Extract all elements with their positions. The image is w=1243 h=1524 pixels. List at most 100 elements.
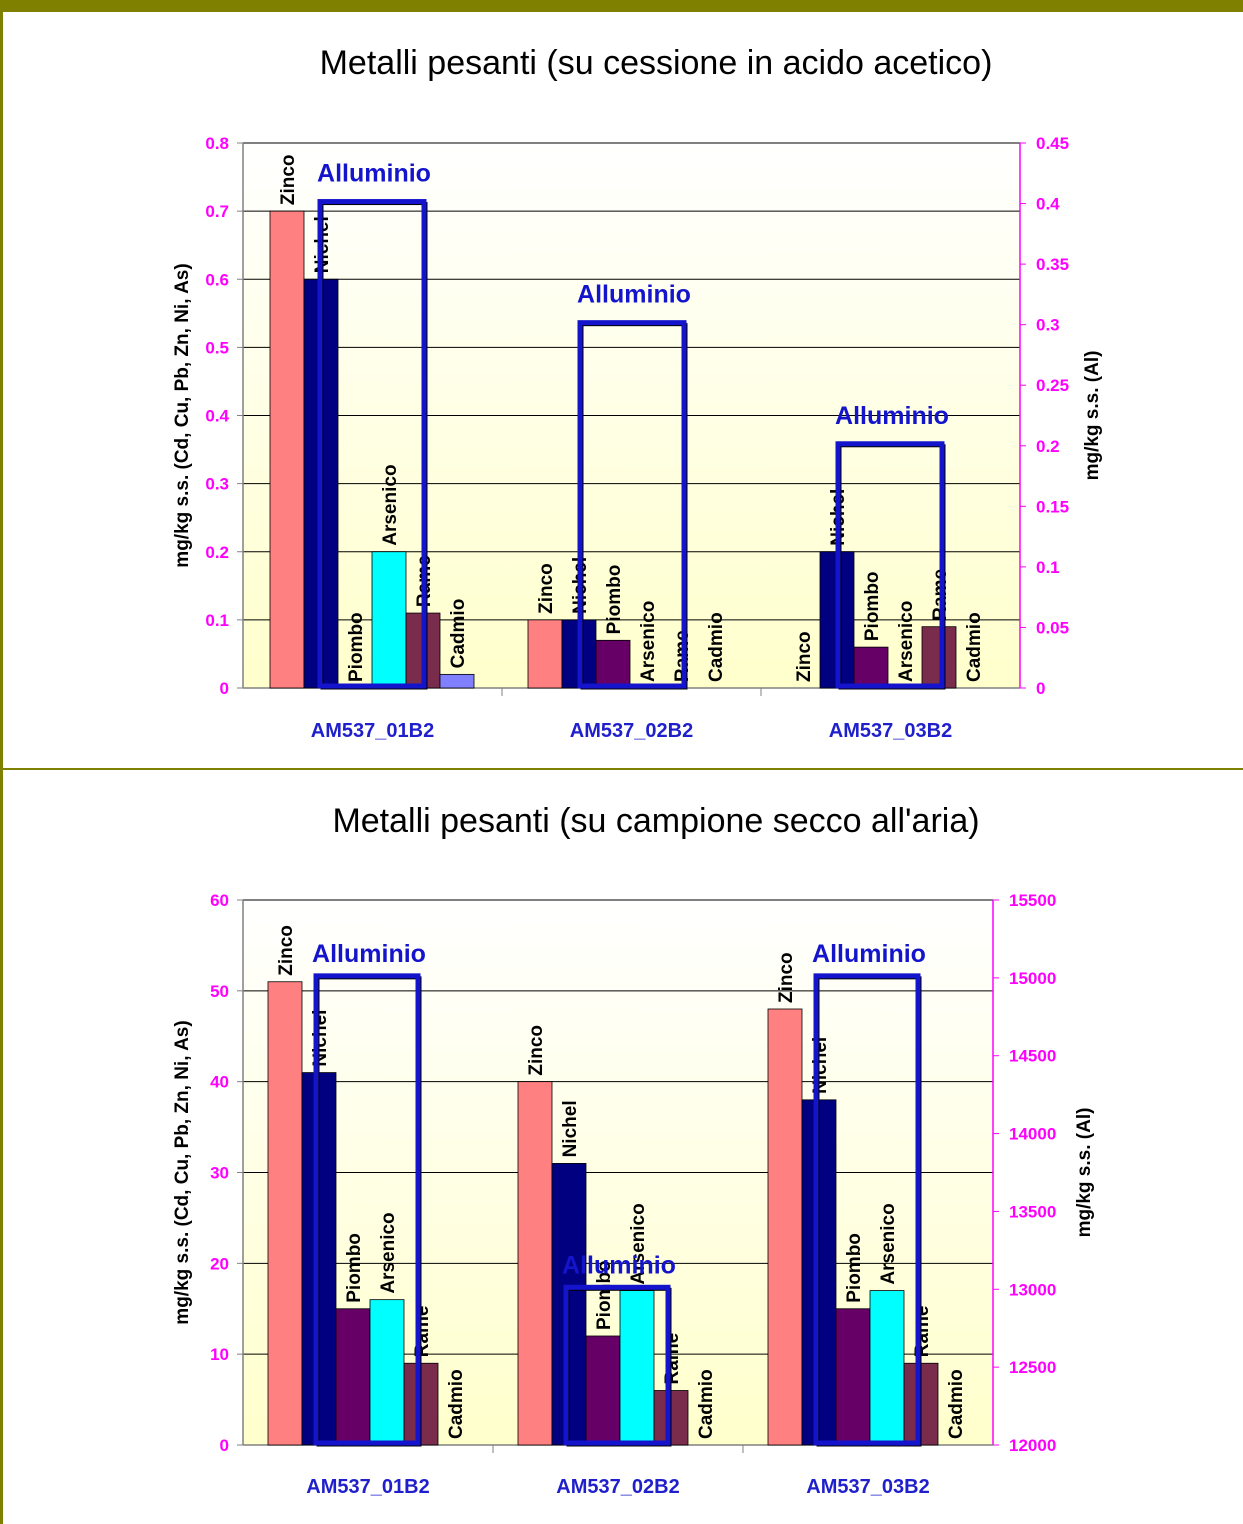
bar-rame [921, 626, 957, 689]
bar-label-alluminio: Alluminio [317, 160, 431, 188]
y-tick-label: 30 [210, 1164, 229, 1183]
bar-label-nichel: Nichel [310, 1010, 331, 1067]
y2-tick-label: 0.1 [1036, 558, 1060, 577]
y-tick-label: 0.2 [205, 543, 229, 562]
chart-title: Metalli pesanti (su cessione in acido ac… [320, 44, 993, 82]
y-axis-label: mg/kg s.s. (Cd, Cu, Pb, Zn, Ni, As) [172, 263, 193, 567]
y-tick-label: 10 [210, 1345, 229, 1364]
bar-alluminio [563, 1284, 671, 1446]
bar-alluminio [313, 973, 421, 1446]
bar-label-rame: Rame [912, 1306, 933, 1358]
bar-cadmio [439, 673, 475, 689]
bar-label-arsenico: Arsenico [380, 464, 401, 545]
bar-label-zinco: Zinco [794, 631, 815, 682]
y-tick-label: 50 [210, 982, 229, 1001]
bar-arsenico [371, 551, 407, 689]
divider-line [0, 768, 1243, 770]
chart-air-dried: Metalli pesanti (su campione secco all'a… [172, 802, 1095, 1498]
y2-tick-label: 0.3 [1036, 316, 1060, 335]
bar-label-cadmio: Cadmio [706, 612, 727, 682]
chart-title: Metalli pesanti (su campione secco all'a… [332, 802, 979, 840]
category-group [517, 1081, 689, 1446]
bar-label-piombo: Piombo [346, 612, 367, 682]
y2-tick-label: 12500 [1009, 1358, 1056, 1377]
y-tick-label: 0.8 [205, 134, 229, 153]
top-border [0, 0, 1243, 12]
bar-label-alluminio: Alluminio [835, 402, 949, 430]
bar-label-arsenico: Arsenico [378, 1212, 399, 1293]
category-label: AM537_02B2 [556, 1476, 679, 1498]
bar-label-arsenico: Arsenico [628, 1203, 649, 1284]
bar-zinco [267, 981, 303, 1446]
bar-label-nichel: Nichel [810, 1037, 831, 1094]
y-tick-label: 20 [210, 1254, 229, 1273]
bar-label-cadmio: Cadmio [946, 1369, 967, 1439]
bar-label-cadmio: Cadmio [696, 1369, 717, 1439]
y-axis-label: mg/kg s.s. (Cd, Cu, Pb, Zn, Ni, As) [172, 1020, 193, 1324]
bar-label-zinco: Zinco [536, 563, 557, 614]
category-label: AM537_01B2 [311, 720, 434, 742]
bar-alluminio [813, 973, 921, 1446]
y2-tick-label: 12000 [1009, 1436, 1056, 1455]
category-label: AM537_03B2 [806, 1476, 929, 1498]
y2-tick-label: 13000 [1009, 1280, 1056, 1299]
y-tick-label: 0.4 [205, 407, 229, 426]
bar-label-piombo: Piombo [594, 1260, 615, 1330]
bar-arsenico [369, 1299, 405, 1446]
y2-tick-label: 0.45 [1036, 134, 1069, 153]
alluminio-series: Alluminio Alluminio Alluminio [312, 940, 926, 1447]
bar-label-nichel: Nichel [560, 1100, 581, 1157]
y-tick-label: 40 [210, 1073, 229, 1092]
y2-tick-label: 14500 [1009, 1047, 1056, 1066]
bar-alluminio [577, 320, 687, 689]
bar-label-arsenico: Arsenico [896, 601, 917, 682]
y-tick-label: 0 [220, 1436, 229, 1455]
y2-tick-label: 0.4 [1036, 195, 1060, 214]
bar-label-piombo: Piombo [844, 1233, 865, 1303]
bar-piombo [335, 1308, 371, 1446]
bar-label-rame: Rame [412, 1306, 433, 1358]
y2-tick-label: 0.25 [1036, 376, 1069, 395]
y-tick-label: 0.7 [205, 202, 229, 221]
bar-label-cadmio: Cadmio [964, 612, 985, 682]
alluminio-series: Alluminio Alluminio Alluminio [317, 160, 949, 690]
y2-axis-label: mg/kg s.s. (Al) [1082, 351, 1103, 481]
bar-zinco [517, 1081, 553, 1446]
y2-tick-label: 14000 [1009, 1125, 1056, 1144]
bar-arsenico [619, 1290, 655, 1446]
bar-label-zinco: Zinco [278, 154, 299, 205]
bar-zinco [767, 1008, 803, 1446]
bar-label-arsenico: Arsenico [638, 601, 659, 682]
y2-tick-label: 13500 [1009, 1202, 1056, 1221]
bar-piombo [595, 639, 631, 689]
bar-label-zinco: Zinco [776, 952, 797, 1003]
bar-zinco [269, 210, 305, 689]
y2-tick-label: 15000 [1009, 969, 1056, 988]
bar-zinco [527, 619, 563, 689]
bar-label-piombo: Piombo [862, 571, 883, 641]
bar-piombo [835, 1308, 871, 1446]
bar-piombo [853, 646, 889, 689]
bar-label-alluminio: Alluminio [577, 281, 691, 309]
bar-label-cadmio: Cadmio [448, 599, 469, 669]
y-tick-label: 0.5 [205, 338, 229, 357]
bar-label-alluminio: Alluminio [812, 940, 926, 968]
bar-alluminio [835, 441, 945, 689]
y2-tick-label: 0.05 [1036, 618, 1069, 637]
bar-piombo [585, 1335, 621, 1446]
bar-label-alluminio: Alluminio [562, 1251, 676, 1279]
y-tick-label: 0.1 [205, 611, 229, 630]
y-tick-label: 60 [210, 891, 229, 910]
chart-acetic-acid: Metalli pesanti (su cessione in acido ac… [172, 44, 1103, 742]
y2-tick-label: 0.15 [1036, 497, 1069, 516]
bar-label-alluminio: Alluminio [312, 940, 426, 968]
bar-label-piombo: Piombo [604, 565, 625, 635]
y2-tick-label: 0 [1036, 679, 1045, 698]
bar-label-piombo: Piombo [344, 1233, 365, 1303]
bar-label-cadmio: Cadmio [446, 1369, 467, 1439]
y2-tick-label: 15500 [1009, 891, 1056, 910]
y2-tick-label: 0.2 [1036, 437, 1060, 456]
category-label: AM537_02B2 [570, 720, 693, 742]
